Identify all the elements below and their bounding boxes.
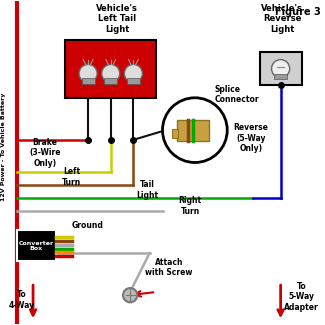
Text: Splice
Connector: Splice Connector [214, 85, 259, 104]
Text: To
5-Way
Adapter: To 5-Way Adapter [284, 282, 319, 312]
Text: To
4-Way: To 4-Way [9, 290, 35, 310]
Text: Left
Turn: Left Turn [62, 167, 82, 187]
FancyBboxPatch shape [172, 128, 178, 138]
FancyBboxPatch shape [274, 74, 287, 79]
FancyBboxPatch shape [260, 52, 302, 85]
Text: Figure 3: Figure 3 [275, 7, 321, 17]
Circle shape [79, 64, 97, 83]
Text: Attach
with Screw: Attach with Screw [145, 258, 193, 277]
Text: Right
Turn: Right Turn [179, 197, 202, 216]
Text: Ground: Ground [72, 221, 104, 230]
Circle shape [272, 59, 290, 78]
Circle shape [124, 64, 142, 83]
Circle shape [102, 64, 120, 83]
Circle shape [162, 98, 227, 162]
FancyBboxPatch shape [17, 230, 56, 261]
Text: Tail
Light: Tail Light [136, 180, 159, 200]
Text: Converter
Box: Converter Box [19, 240, 54, 252]
FancyBboxPatch shape [177, 121, 209, 141]
FancyBboxPatch shape [104, 78, 117, 84]
FancyBboxPatch shape [65, 40, 156, 98]
Text: Vehicle's
Reverse
Light: Vehicle's Reverse Light [261, 4, 303, 34]
Text: Vehicle's
Left Tail
Light: Vehicle's Left Tail Light [96, 4, 138, 34]
FancyBboxPatch shape [82, 78, 95, 84]
Text: Brake
(3-Wire
Only): Brake (3-Wire Only) [29, 138, 60, 168]
Text: 12V Power - To Vehicle Battery: 12V Power - To Vehicle Battery [1, 92, 6, 201]
Text: Reverse
(5-Way
Only): Reverse (5-Way Only) [234, 123, 268, 153]
Circle shape [123, 288, 137, 302]
FancyBboxPatch shape [127, 78, 140, 84]
